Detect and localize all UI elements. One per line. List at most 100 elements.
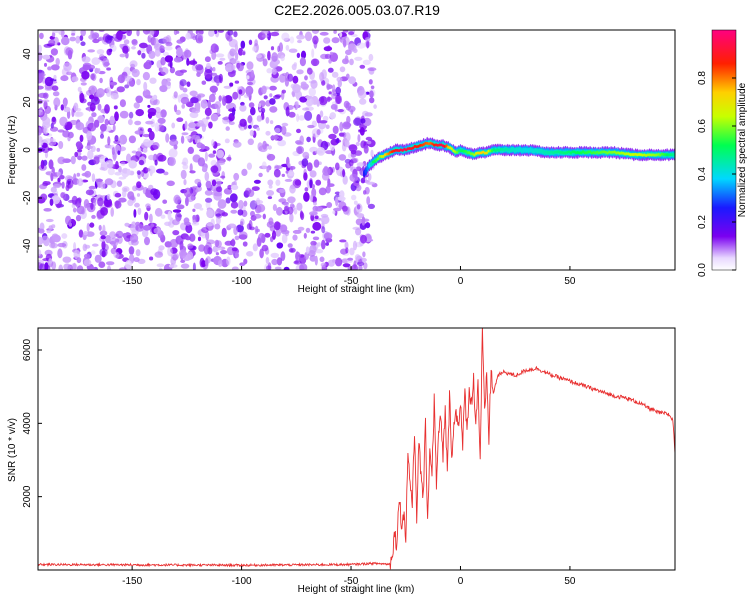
noise-blob — [131, 46, 136, 50]
noise-blob — [124, 75, 133, 82]
noise-blob — [89, 94, 95, 100]
noise-blob — [73, 102, 79, 112]
noise-blob — [252, 243, 258, 252]
noise-blob — [98, 56, 106, 60]
noise-blob — [346, 115, 351, 124]
noise-blob — [280, 55, 285, 62]
noise-blob — [76, 172, 81, 177]
ridge-mark — [450, 147, 453, 151]
noise-blob — [222, 117, 229, 121]
noise-blob — [360, 234, 367, 244]
noise-blob — [231, 266, 239, 270]
ridge-mark — [569, 151, 572, 155]
noise-blob — [155, 111, 162, 119]
ridge-mark — [459, 149, 462, 153]
noise-blob — [190, 97, 199, 104]
noise-blob — [128, 246, 135, 255]
noise-blob — [275, 179, 281, 186]
noise-blob — [148, 184, 154, 190]
noise-blob — [311, 48, 315, 58]
noise-blob — [93, 119, 100, 128]
noise-blob — [211, 50, 217, 61]
noise-blob — [94, 254, 102, 263]
noise-blob — [51, 261, 57, 270]
ridge-mark — [403, 147, 406, 151]
noise-blob — [113, 140, 121, 144]
noise-blob — [185, 32, 191, 40]
noise-blob — [239, 104, 247, 112]
ridge-mark — [436, 143, 439, 147]
ridge-mark — [476, 151, 480, 155]
noise-blob — [212, 150, 217, 155]
noise-blob — [320, 215, 330, 225]
noise-blob — [129, 60, 138, 68]
noise-blob — [79, 35, 84, 41]
noise-blob — [272, 233, 277, 237]
noise-blob — [83, 199, 90, 209]
noise-blob — [148, 130, 155, 141]
noise-blob — [345, 73, 350, 80]
ridge-mark — [629, 153, 632, 157]
noise-blob — [238, 47, 244, 56]
noise-blob — [314, 255, 318, 266]
noise-blob — [219, 57, 226, 61]
noise-blob — [278, 42, 283, 53]
noise-blob — [80, 30, 86, 37]
noise-blob — [91, 32, 100, 39]
noise-blob — [305, 227, 311, 233]
noise-blob — [292, 234, 298, 241]
noise-blob — [136, 170, 141, 176]
noise-blob — [278, 188, 286, 193]
noise-blob — [275, 228, 281, 237]
noise-blob — [79, 134, 84, 143]
noise-blob — [246, 162, 252, 170]
noise-blob — [201, 227, 209, 233]
spectrogram-y-label: Frequency (Hz) — [7, 116, 18, 185]
noise-blob — [59, 116, 68, 127]
noise-blob — [248, 39, 253, 45]
noise-blob — [302, 86, 309, 91]
noise-blob — [361, 216, 366, 226]
noise-blob — [302, 151, 310, 159]
colorbar-tick-label: 0.6 — [697, 119, 708, 133]
noise-blob — [254, 199, 264, 205]
noise-blob — [209, 85, 218, 93]
noise-blob — [359, 127, 365, 136]
ridge-mark — [580, 151, 583, 155]
noise-blob — [167, 62, 172, 67]
noise-blob — [359, 98, 367, 105]
noise-blob — [50, 64, 60, 71]
noise-blob — [97, 103, 102, 111]
noise-blob — [332, 210, 336, 215]
noise-blob — [71, 32, 76, 36]
noise-blob — [252, 46, 257, 52]
noise-blob — [157, 154, 167, 162]
noise-blob — [280, 251, 286, 262]
noise-blob — [172, 230, 180, 236]
noise-blob — [281, 89, 286, 94]
ridge-mark — [471, 152, 474, 156]
noise-blob — [288, 247, 296, 253]
noise-blob — [82, 243, 88, 252]
noise-blob — [207, 99, 211, 110]
noise-blob — [197, 236, 202, 242]
noise-blob — [269, 98, 276, 105]
noise-blob — [266, 265, 272, 270]
noise-blob — [329, 51, 334, 55]
noise-blob — [176, 117, 184, 122]
noise-blob — [289, 166, 296, 170]
noise-blob — [55, 57, 60, 66]
noise-blob — [116, 30, 123, 41]
noise-blob — [206, 222, 213, 227]
noise-blob — [359, 222, 367, 230]
noise-blob — [299, 57, 306, 67]
noise-blob — [61, 36, 70, 46]
noise-blob — [368, 53, 374, 62]
noise-blob — [180, 135, 185, 144]
noise-blob — [319, 256, 325, 263]
noise-blob — [52, 91, 60, 97]
noise-blob — [261, 34, 269, 38]
noise-blob — [42, 99, 50, 103]
noise-blob — [189, 90, 198, 97]
noise-blob — [58, 141, 64, 149]
